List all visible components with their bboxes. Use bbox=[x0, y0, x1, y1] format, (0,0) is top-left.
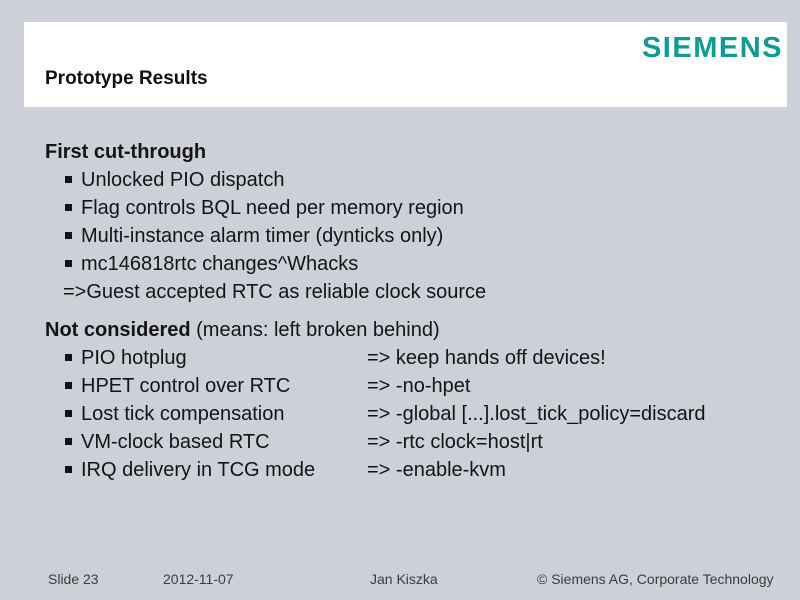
consideration-row: PIO hotplug => keep hands off devices! bbox=[45, 344, 785, 372]
footer-author: Jan Kiszka bbox=[370, 571, 438, 587]
slide-title: Prototype Results bbox=[45, 68, 208, 89]
siemens-logo: SIEMENS bbox=[641, 32, 783, 64]
row-label: VM-clock based RTC bbox=[81, 431, 270, 453]
bullet-square-icon bbox=[65, 410, 72, 417]
bullet-text: Flag controls BQL need per memory region bbox=[81, 197, 464, 219]
bullet-text: Unlocked PIO dispatch bbox=[81, 169, 285, 191]
bullet-item: mc146818rtc changes^Whacks bbox=[45, 250, 785, 278]
bullet-square-icon bbox=[65, 438, 72, 445]
section-heading: Not considered (means: left broken behin… bbox=[45, 316, 785, 344]
section-not-considered: Not considered (means: left broken behin… bbox=[45, 316, 785, 484]
bullet-text: Multi-instance alarm timer (dynticks onl… bbox=[81, 225, 444, 247]
consideration-row: Lost tick compensation => -global [...].… bbox=[45, 400, 785, 428]
consideration-row: IRQ delivery in TCG mode => -enable-kvm bbox=[45, 456, 785, 484]
consideration-row: HPET control over RTC => -no-hpet bbox=[45, 372, 785, 400]
conclusion-line: =>Guest accepted RTC as reliable clock s… bbox=[63, 281, 487, 303]
footer-slide-number: Slide 23 bbox=[48, 571, 99, 587]
row-result: => -enable-kvm bbox=[367, 459, 506, 481]
footer-copyright: © Siemens AG, Corporate Technology bbox=[537, 571, 774, 587]
section-first-cut-through: First cut-through Unlocked PIO dispatch … bbox=[45, 138, 785, 306]
bullet-square-icon bbox=[65, 354, 72, 361]
row-label: HPET control over RTC bbox=[81, 375, 291, 397]
bullet-text: mc146818rtc changes^Whacks bbox=[81, 253, 359, 275]
row-result: => keep hands off devices! bbox=[367, 347, 606, 369]
bullet-square-icon bbox=[65, 232, 72, 239]
consideration-row: VM-clock based RTC => -rtc clock=host|rt bbox=[45, 428, 785, 456]
bullet-square-icon bbox=[65, 176, 72, 183]
bullet-square-icon bbox=[65, 204, 72, 211]
section-heading: First cut-through bbox=[45, 141, 207, 163]
row-label: IRQ delivery in TCG mode bbox=[81, 459, 316, 481]
title-band: SIEMENS Prototype Results bbox=[24, 22, 787, 107]
footer-date: 2012-11-07 bbox=[163, 571, 234, 587]
bullet-item: Multi-instance alarm timer (dynticks onl… bbox=[45, 222, 785, 250]
row-result: => -rtc clock=host|rt bbox=[367, 431, 543, 453]
section-heading-note: (means: left broken behind) bbox=[190, 319, 440, 341]
row-label: PIO hotplug bbox=[81, 347, 187, 369]
row-result: => -global [...].lost_tick_policy=discar… bbox=[367, 403, 706, 425]
bullet-square-icon bbox=[65, 382, 72, 389]
bullet-square-icon bbox=[65, 466, 72, 473]
bullet-item: Unlocked PIO dispatch bbox=[45, 166, 785, 194]
row-result: => -no-hpet bbox=[367, 375, 471, 397]
section-heading-bold: Not considered bbox=[45, 319, 191, 341]
bullet-square-icon bbox=[65, 260, 72, 267]
bullet-item: Flag controls BQL need per memory region bbox=[45, 194, 785, 222]
row-label: Lost tick compensation bbox=[81, 403, 285, 425]
